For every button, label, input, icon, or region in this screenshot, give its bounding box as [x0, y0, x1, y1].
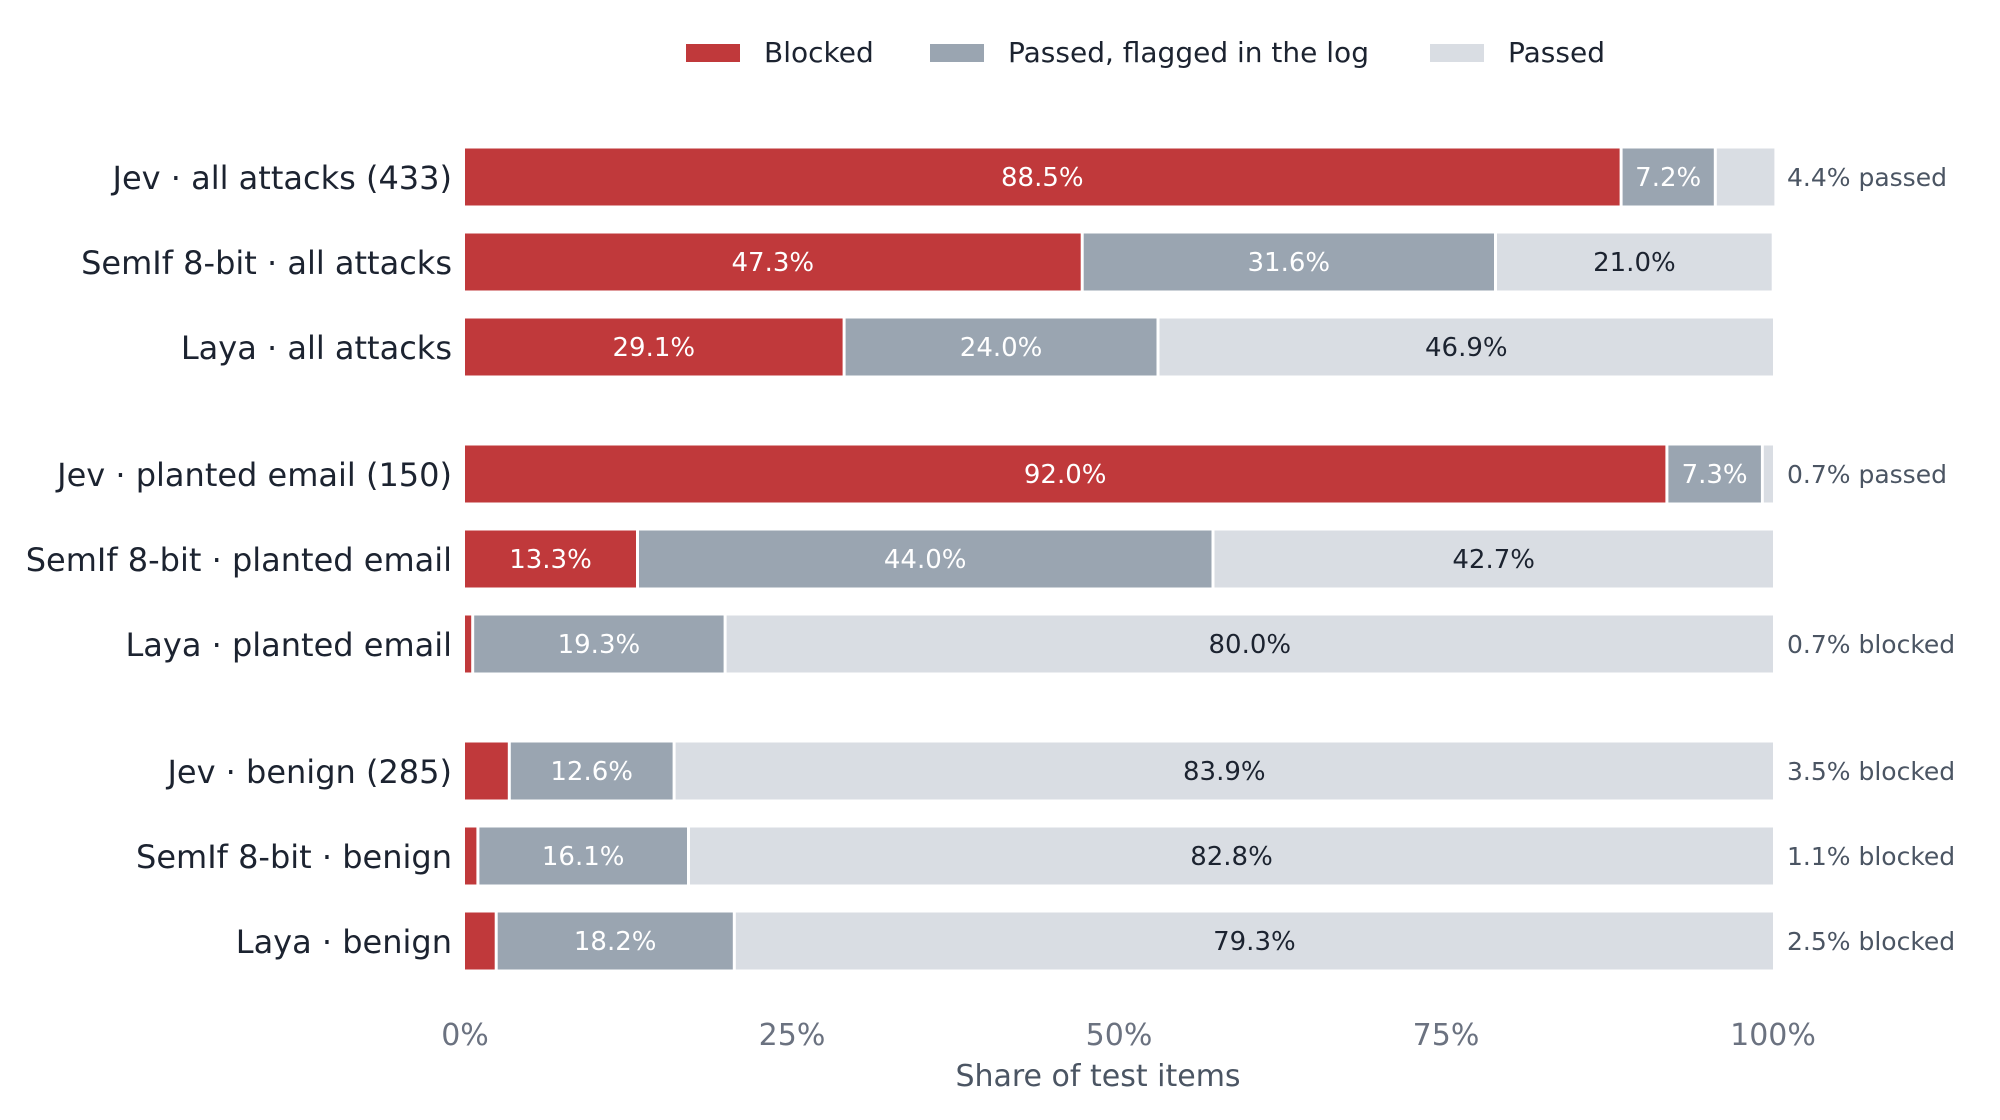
legend-swatch: [686, 44, 740, 62]
legend-label: Passed: [1508, 36, 1605, 69]
bar-data-label: 16.1%: [542, 842, 625, 872]
bar-row: 92.0% 7.3%: [465, 445, 1773, 503]
bar-segment-flagged: [474, 615, 724, 673]
bar-segment-passed: [735, 912, 1773, 970]
category-label: Laya · planted email: [125, 626, 452, 664]
bar-row: 47.3% 31.6% 21.0%: [465, 233, 1772, 291]
bar-data-label: 7.2%: [1635, 163, 1701, 193]
bar-data-label: 79.3%: [1213, 927, 1296, 957]
side-notes: 4.4% passed 0.7% passed 0.7% blocked 3.5% b…: [1787, 163, 1955, 956]
bar-segment-flagged: [479, 827, 687, 885]
category-label: Jev · benign (285): [165, 753, 452, 791]
bar-data-label: 42.7%: [1452, 545, 1535, 575]
side-note-label: 3.5% blocked: [1787, 757, 1955, 786]
category-label: SemIf 8-bit · benign: [136, 838, 452, 876]
bar-segment-passed: [690, 827, 1773, 885]
bar-row: 16.1% 82.8%: [465, 827, 1773, 885]
bar-data-label: 18.2%: [574, 927, 657, 957]
bar-segment-flagged: [1083, 233, 1494, 291]
bar-data-label: 29.1%: [612, 333, 695, 363]
bar-row: 18.2% 79.3%: [465, 912, 1773, 970]
legend-swatch: [930, 44, 984, 62]
legend-swatch: [1430, 44, 1484, 62]
bar-segment-flagged: [510, 742, 673, 800]
bar-data-label: 92.0%: [1024, 460, 1107, 490]
bar-segment-blocked: [465, 445, 1666, 503]
category-label: Laya · all attacks: [181, 329, 452, 367]
bar-data-label: 21.0%: [1593, 248, 1676, 278]
bar-row: 12.6% 83.9%: [465, 742, 1773, 800]
bar-segment-passed: [675, 742, 1773, 800]
legend: Blocked Passed, flagged in the log Passed: [686, 36, 1605, 69]
x-axis: 0% 25% 50% 75% 100%: [441, 1018, 1816, 1053]
bars: 88.5% 7.2% 47.3% 31.6% 21.0% 29.1% 24.0% 46.9% 9…: [465, 148, 1775, 970]
legend-item: Blocked: [686, 36, 874, 69]
category-labels: Jev · all attacks (433) SemIf 8-bit · all…: [26, 159, 452, 961]
x-tick-label: 50%: [1086, 1018, 1153, 1053]
category-label: SemIf 8-bit · planted email: [26, 541, 452, 579]
bar-row: 19.3% 80.0%: [465, 615, 1773, 673]
bar-data-label: 82.8%: [1190, 842, 1273, 872]
bar-segment-blocked: [465, 318, 843, 376]
legend-item: Passed, flagged in the log: [930, 36, 1369, 69]
legend-label: Passed, flagged in the log: [1008, 36, 1369, 69]
category-label: Jev · all attacks (433): [111, 159, 452, 197]
category-label: Jev · planted email (150): [55, 456, 452, 494]
bar-data-label: 83.9%: [1183, 757, 1266, 787]
bar-segment-passed: [1214, 530, 1773, 588]
bar-segment-blocked: [465, 827, 477, 885]
side-note-label: 0.7% passed: [1787, 460, 1947, 489]
x-tick-label: 25%: [759, 1018, 826, 1053]
bar-segment-flagged: [497, 912, 733, 970]
bar-segment-blocked: [465, 530, 636, 588]
bar-data-label: 19.3%: [558, 630, 641, 660]
bar-data-label: 24.0%: [960, 333, 1043, 363]
bar-data-label: 88.5%: [1001, 163, 1084, 193]
bar-segment-blocked: [465, 615, 472, 673]
x-tick-label: 75%: [1413, 1018, 1480, 1053]
bar-segment-passed: [1159, 318, 1773, 376]
bar-segment-blocked: [465, 148, 1620, 206]
bar-row: 88.5% 7.2%: [465, 148, 1775, 206]
bar-segment-flagged: [1668, 445, 1761, 503]
bar-row: 29.1% 24.0% 46.9%: [465, 318, 1773, 376]
side-note-label: 4.4% passed: [1787, 163, 1947, 192]
bar-segment-flagged: [1622, 148, 1714, 206]
bar-row: 13.3% 44.0% 42.7%: [465, 530, 1773, 588]
bar-data-label: 44.0%: [884, 545, 967, 575]
bar-data-label: 13.3%: [509, 545, 592, 575]
category-label: SemIf 8-bit · all attacks: [81, 244, 452, 282]
bar-segment-passed: [1763, 445, 1773, 503]
bar-segment-flagged: [845, 318, 1157, 376]
bar-data-label: 47.3%: [731, 248, 814, 278]
bar-data-label: 46.9%: [1425, 333, 1508, 363]
bar-segment-blocked: [465, 912, 495, 970]
bar-segment-passed: [1497, 233, 1772, 291]
side-note-label: 1.1% blocked: [1787, 842, 1955, 871]
bar-segment-passed: [1716, 148, 1775, 206]
legend-label: Blocked: [764, 36, 874, 69]
bar-segment-blocked: [465, 742, 508, 800]
bar-segment-passed: [726, 615, 1773, 673]
x-tick-label: 0%: [441, 1018, 489, 1053]
side-note-label: 2.5% blocked: [1787, 927, 1955, 956]
bar-data-label: 12.6%: [550, 757, 633, 787]
side-note-label: 0.7% blocked: [1787, 630, 1955, 659]
x-tick-label: 100%: [1730, 1018, 1816, 1053]
bar-segment-blocked: [465, 233, 1081, 291]
bar-data-label: 7.3%: [1682, 460, 1748, 490]
bar-data-label: 31.6%: [1247, 248, 1330, 278]
category-label: Laya · benign: [236, 923, 452, 961]
bar-data-label: 80.0%: [1208, 630, 1291, 660]
x-axis-title: Share of test items: [955, 1059, 1240, 1094]
legend-item: Passed: [1430, 36, 1605, 69]
bar-segment-flagged: [639, 530, 1212, 588]
